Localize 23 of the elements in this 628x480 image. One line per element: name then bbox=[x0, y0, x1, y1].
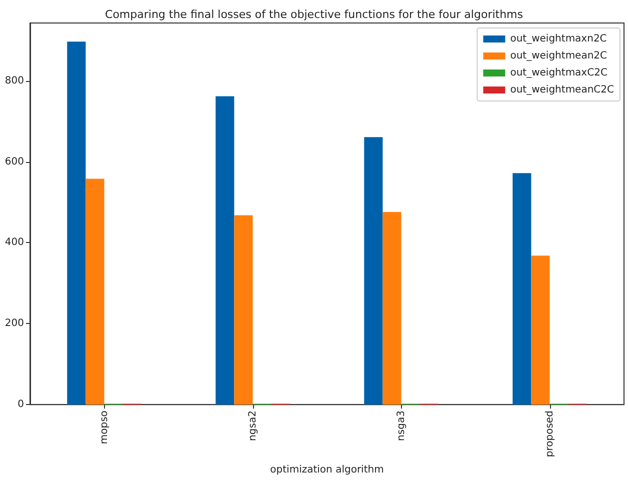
bar bbox=[364, 137, 383, 405]
legend-label: out_weightmeanC2C bbox=[510, 84, 614, 96]
bar bbox=[86, 178, 104, 405]
legend-label: out_weightmean2C bbox=[510, 50, 608, 62]
x-tick-label: ngsa2 bbox=[247, 410, 258, 441]
legend-label: out_weightmaxn2C bbox=[510, 34, 607, 44]
y-tick-label: 600 bbox=[4, 156, 24, 168]
bar bbox=[382, 212, 402, 405]
x-axis-title: optimization algorithm bbox=[270, 464, 384, 476]
bar bbox=[216, 96, 234, 405]
x-tick-label: nsga3 bbox=[396, 410, 407, 441]
bar bbox=[234, 215, 253, 405]
bar bbox=[512, 173, 532, 405]
y-tick-label: 0 bbox=[18, 399, 24, 410]
chart-title: Comparing the final losses of the objective functions for the four algorithms bbox=[105, 8, 524, 21]
y-tick-label: 400 bbox=[4, 237, 24, 248]
bar bbox=[531, 256, 550, 405]
bar bbox=[67, 42, 86, 405]
x-tick-label: mopso bbox=[98, 410, 110, 444]
y-tick-label: 800 bbox=[4, 75, 24, 86]
y-tick-label: 200 bbox=[4, 318, 24, 330]
legend-label: out_weightmaxC2C bbox=[510, 68, 608, 78]
x-tick-label: proposed bbox=[544, 410, 556, 458]
